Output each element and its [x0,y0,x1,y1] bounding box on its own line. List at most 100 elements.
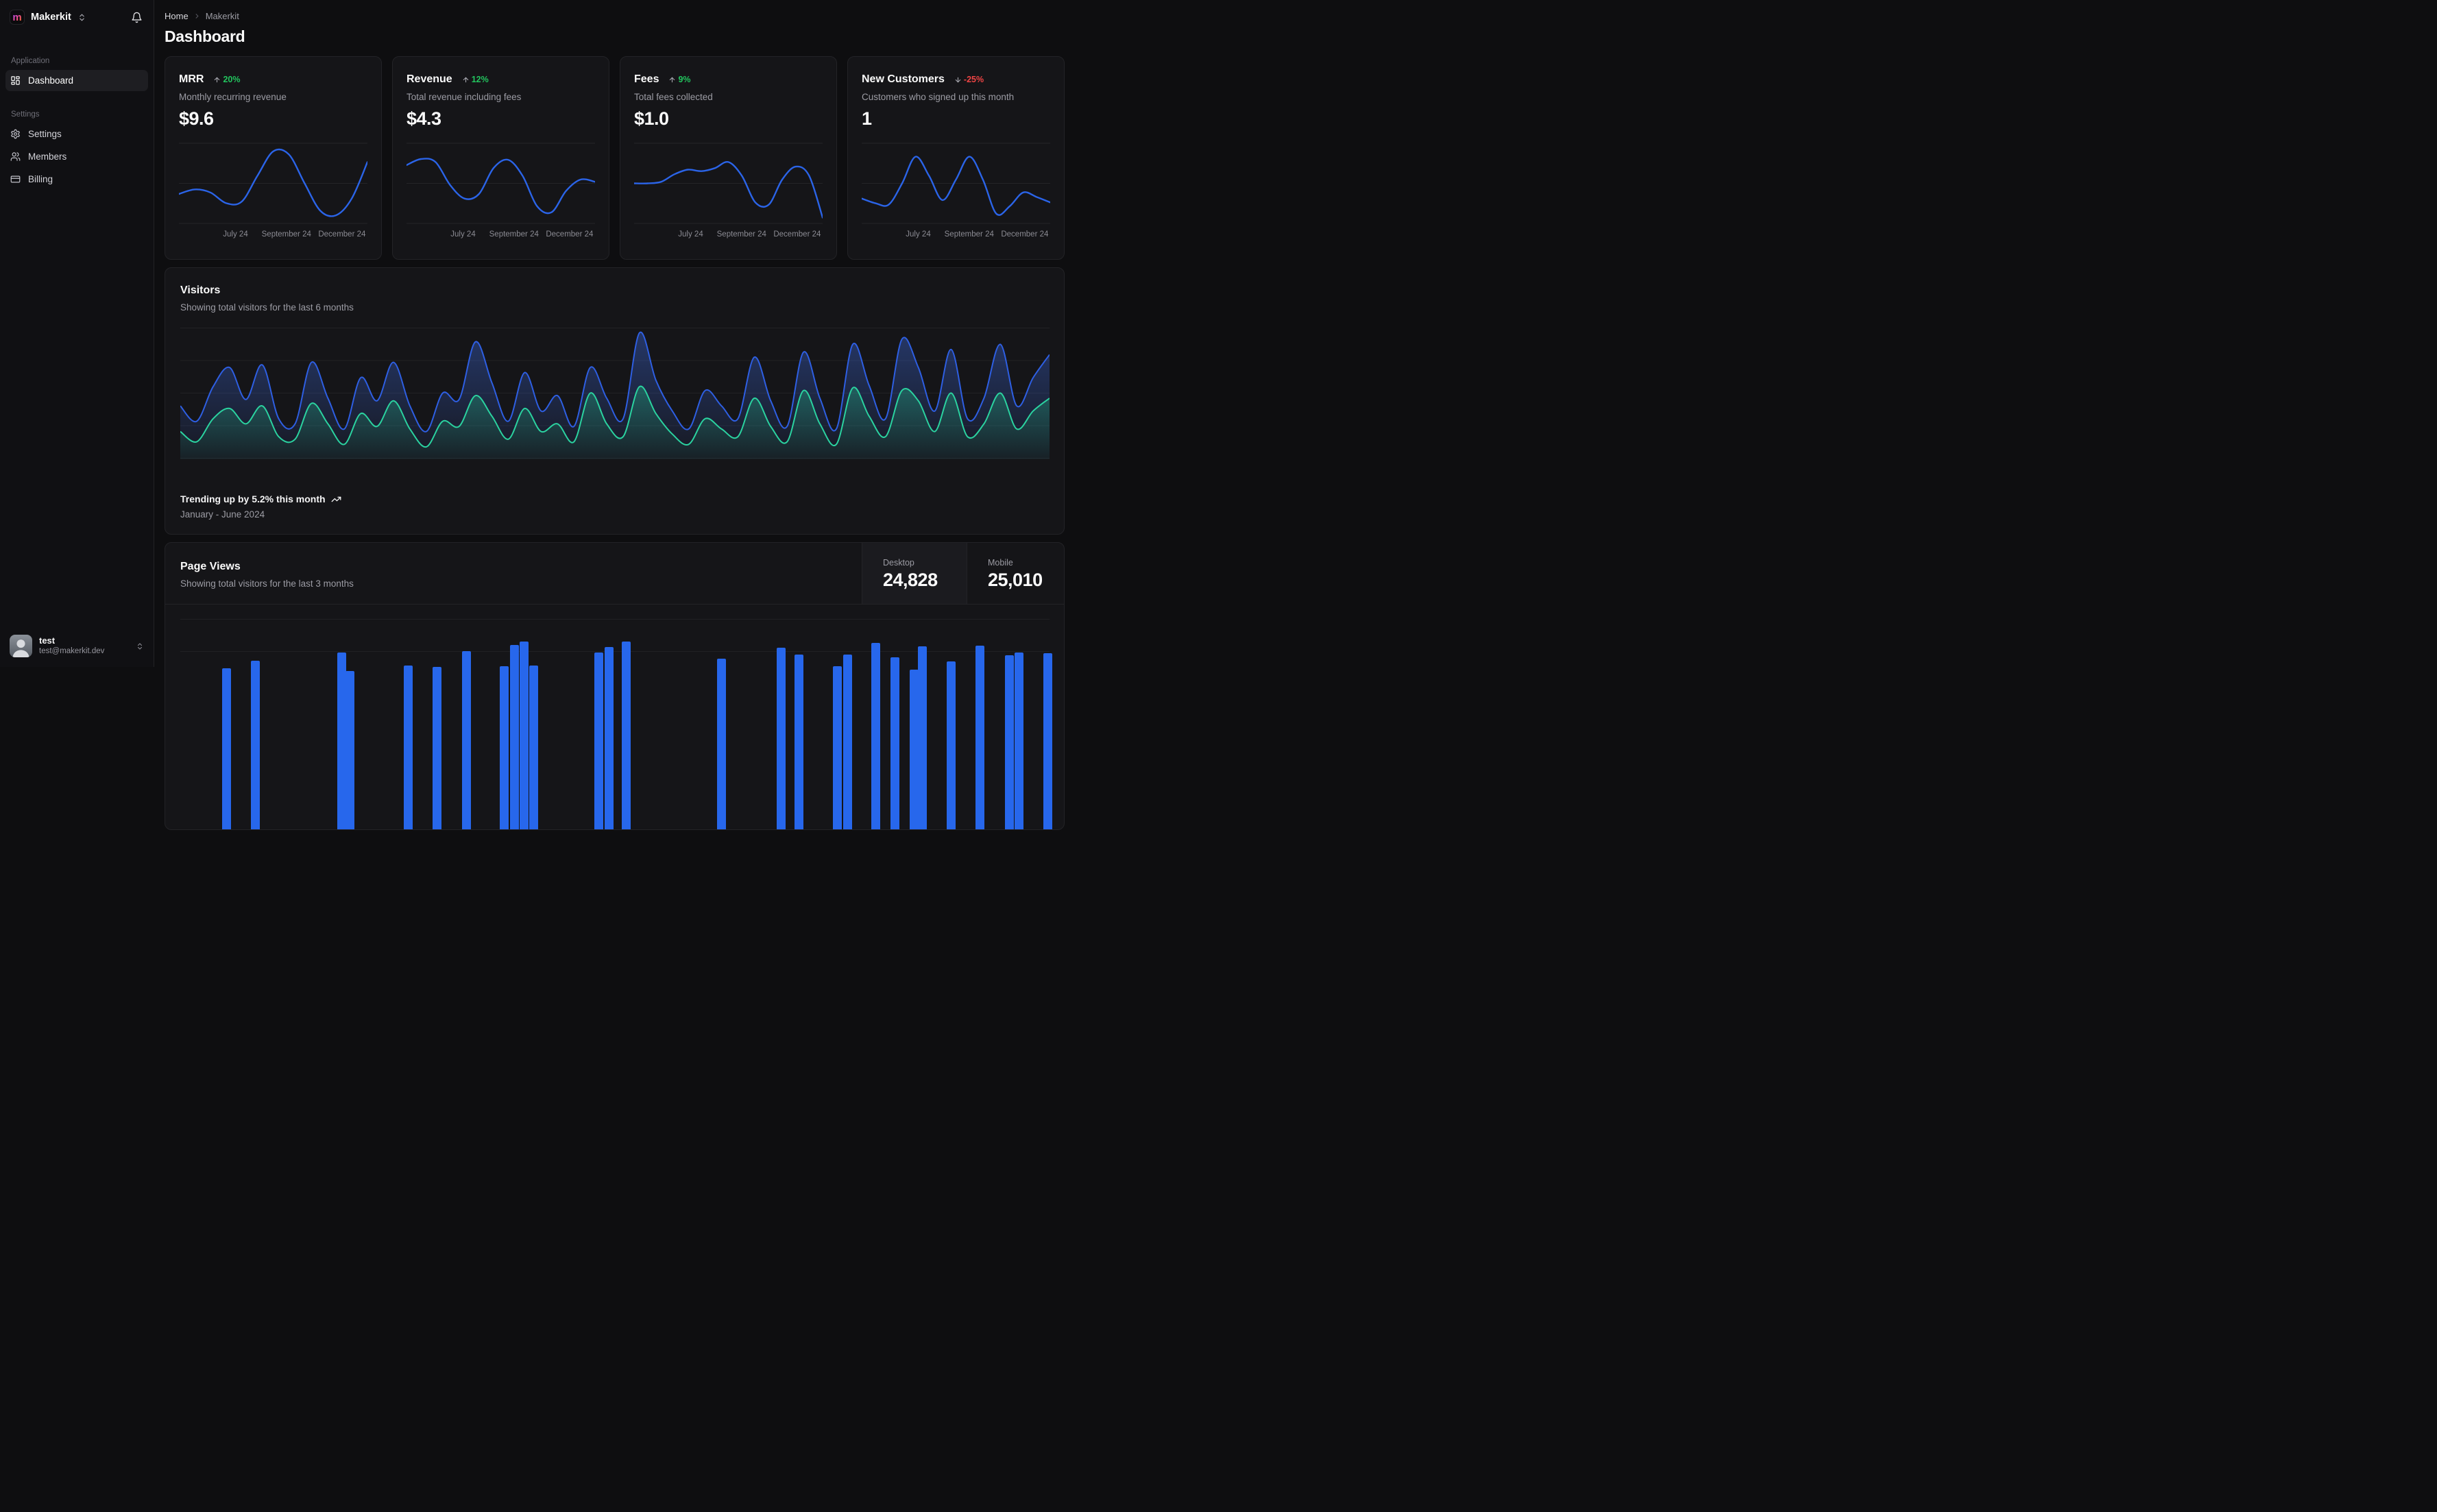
user-email: test@makerkit.dev [39,647,105,656]
desktop-line [180,331,1050,432]
bar [605,647,614,829]
bar [777,648,786,829]
stat-x-axis: July 24 September 24 December 24 [407,230,595,240]
toggle-value: 24,828 [883,570,938,590]
page-title: Dashboard [165,27,245,45]
page-views-subtitle: Showing total visitors for the last 3 mo… [180,578,354,589]
bar [1043,653,1052,829]
page-views-header: Page Views Showing total visitors for th… [165,543,1064,605]
x-axis-tick: July 24 [450,230,476,239]
workspace-header[interactable]: m Makerkit [0,0,154,25]
stat-x-axis: July 24 September 24 December 24 [862,230,1050,240]
bar [910,670,919,829]
bell-icon[interactable] [131,12,143,23]
x-axis-tick: July 24 [906,230,931,239]
page-views-title: Page Views [180,561,241,572]
breadcrumb-home-link[interactable]: Home [165,11,189,21]
stat-title: Fees [634,73,659,85]
trending-up-icon [331,494,341,504]
visitors-trend: Trending up by 5.2% this month [180,493,341,504]
bar [622,642,631,829]
stat-subtitle: Monthly recurring revenue [179,92,287,102]
arrow-up-icon [213,76,221,84]
x-axis-tick: December 24 [546,230,594,239]
bar [404,666,413,829]
stat-value: 1 [862,108,872,129]
page-views-card: Page Views Showing total visitors for th… [165,542,1065,830]
bar [510,645,519,829]
toggle-label: Mobile [988,558,1013,568]
gear-icon [10,129,21,139]
toggle-desktop[interactable]: Desktop 24,828 [862,543,967,604]
x-axis-tick: September 24 [489,230,539,239]
stat-trend-badge: -25% [954,75,984,84]
stat-trend-badge: 20% [213,75,240,84]
users-icon [10,151,21,162]
stat-sparkline-chart[interactable] [407,143,595,224]
stat-subtitle: Customers who signed up this month [862,92,1015,102]
gridline [180,651,1050,652]
bar [222,668,231,829]
visitors-area-chart[interactable] [180,327,1050,459]
stat-value: $1.0 [634,108,669,129]
sidebar-item-label: Dashboard [28,75,74,86]
bar [529,666,538,829]
bar [947,661,956,829]
user-menu[interactable]: test test@makerkit.dev [7,632,147,660]
x-axis-tick: September 24 [261,230,311,239]
stat-card-mrr: MRR 20% Monthly recurring revenue $9.6 July … [165,56,382,260]
x-axis-tick: December 24 [1001,230,1049,239]
stat-trend-badge: 9% [668,75,691,84]
stat-sparkline-chart[interactable] [179,143,367,224]
credit-card-icon [10,174,21,184]
avatar [10,635,32,657]
visitors-date-range: January - June 2024 [180,509,265,520]
stat-sparkline-chart[interactable] [634,143,823,224]
page-views-bar-chart[interactable] [180,605,1052,829]
workspace-name[interactable]: Makerkit [31,12,71,23]
toggle-mobile[interactable]: Mobile 25,010 [967,543,1064,604]
stat-value: $4.3 [407,108,441,129]
bar [337,653,346,829]
bar [594,653,603,829]
sidebar-item-billing[interactable]: Billing [5,169,148,190]
bar [918,646,927,829]
x-axis-tick: July 24 [678,230,703,239]
bar [1015,653,1023,829]
breadcrumb: Home Makerkit [165,11,1065,21]
stat-sparkline-chart[interactable] [862,143,1050,224]
makerkit-logo: m [10,10,25,25]
sidebar-section-label: Application [11,57,50,65]
stat-x-axis: July 24 September 24 December 24 [634,230,823,240]
sidebar-item-members[interactable]: Members [5,146,148,167]
toggle-label: Desktop [883,558,914,568]
visitors-card: Visitors Showing total visitors for the … [165,267,1065,535]
mobile-line [180,385,1050,448]
page-views-toggles: Desktop 24,828 Mobile 25,010 [862,543,1064,604]
bar [890,657,899,829]
stat-subtitle: Total fees collected [634,92,713,102]
chevrons-up-down-icon[interactable] [77,13,86,22]
bar [462,651,471,829]
bar [251,661,260,829]
bar [345,671,354,829]
sidebar-item-label: Billing [28,174,53,184]
sidebar-item-dashboard[interactable]: Dashboard [5,70,148,91]
arrow-up-icon [668,76,676,84]
x-axis-tick: December 24 [318,230,366,239]
stats-row: MRR 20% Monthly recurring revenue $9.6 July … [165,56,1065,260]
user-name: test [39,635,56,646]
sidebar-nav: Application Dashboard Settings Settings Memb… [0,57,154,190]
stat-title: MRR [179,73,204,85]
chevrons-up-down-icon [136,642,144,650]
bar [795,655,803,829]
sidebar-item-settings[interactable]: Settings [5,123,148,145]
bar [433,667,441,829]
bar [520,642,529,829]
stat-x-axis: July 24 September 24 December 24 [179,230,367,240]
bar [717,659,726,829]
gridline [180,619,1050,620]
sidebar-section-label: Settings [11,110,40,119]
sidebar-item-label: Settings [28,129,62,139]
stat-title: New Customers [862,73,945,85]
